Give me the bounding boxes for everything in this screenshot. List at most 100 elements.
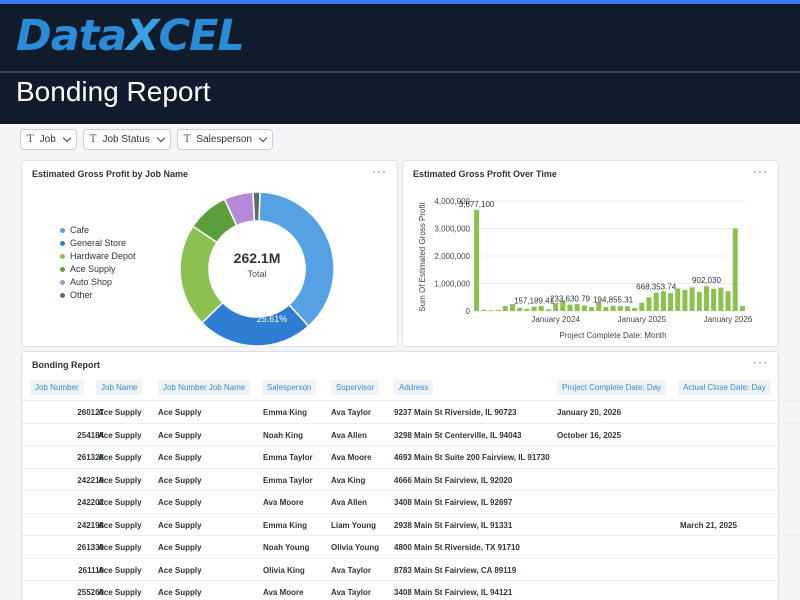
table-row[interactable]: 242210 Ace Supply Ace Supply Emma Taylor Ava… — [22, 467, 800, 491]
bar[interactable] — [632, 307, 638, 311]
page-title: Bonding Report — [16, 76, 211, 107]
bar[interactable] — [668, 293, 674, 311]
more-menu-icon[interactable]: ··· — [372, 164, 387, 178]
more-menu-icon[interactable]: ··· — [753, 355, 768, 369]
column-header-project-complete-date[interactable]: Project Complete Date: Day — [557, 380, 667, 395]
bar[interactable] — [653, 292, 659, 311]
bar[interactable] — [538, 306, 544, 311]
table-title: Bonding Report — [32, 360, 100, 370]
bar[interactable] — [732, 228, 738, 312]
bar-data-label: 3,677,100 — [459, 200, 495, 209]
column-header-supervisor[interactable]: Supervisor — [331, 380, 380, 395]
bar[interactable] — [675, 288, 681, 311]
legend-item-cafe[interactable]: Cafe — [60, 224, 136, 237]
cell-job-name: Ace Supply — [98, 565, 142, 575]
cell-address: 3298 Main St Centerville, IL 94043 — [394, 430, 522, 440]
table-row[interactable]: 260127 Ace Supply Ace Supply Emma King Ava T… — [22, 400, 800, 423]
table-row[interactable]: 261328 Ace Supply Ace Supply Emma Taylor Ava… — [22, 445, 800, 468]
bar[interactable] — [617, 306, 623, 311]
cell-project-complete-date: October 16, 2025 — [557, 430, 622, 440]
cell-job-number: 260127 — [77, 408, 104, 417]
column-header-actual-close-date[interactable]: Actual Close Date: Day — [678, 380, 771, 395]
bar[interactable] — [639, 302, 645, 311]
bar[interactable] — [718, 287, 724, 311]
cell-job-number: 261110 — [78, 565, 104, 575]
logo-cel-text: CEL — [158, 11, 244, 61]
cell-job-name: Ace Supply — [98, 453, 142, 462]
donut-slice-general-store[interactable] — [200, 301, 310, 347]
bar[interactable] — [689, 287, 695, 311]
table-row[interactable]: 255260 Ace Supply Ace Supply Ava Moore Ava T… — [22, 580, 800, 600]
bar[interactable] — [481, 309, 487, 311]
bar[interactable] — [739, 306, 745, 311]
bar[interactable] — [624, 306, 630, 311]
column-header-job-number-job-name[interactable]: Job Number Job Name — [158, 380, 251, 395]
donut-slice-other[interactable] — [252, 191, 261, 222]
legend-label: Auto Shop — [70, 277, 113, 287]
bar[interactable] — [703, 286, 710, 311]
bar[interactable] — [553, 303, 559, 311]
dataxcel-logo[interactable]: Data X CEL — [16, 8, 245, 64]
donut-chart-card: Estimated Gross Profit by Job Name ··· C… — [21, 160, 398, 347]
filter-salesperson[interactable]: T Salesperson — [176, 129, 273, 150]
bar[interactable] — [524, 308, 530, 311]
bar[interactable] — [646, 297, 652, 311]
legend-item-other[interactable]: Other — [60, 289, 136, 302]
bar[interactable] — [581, 305, 587, 312]
bar[interactable] — [509, 304, 516, 311]
cell-job-number-job-name: Ace Supply — [158, 543, 202, 552]
logo-x-text: X — [126, 11, 159, 61]
bar[interactable] — [596, 302, 602, 311]
cell-supervisor: Ava Taylor — [331, 588, 372, 597]
bar[interactable] — [502, 306, 508, 311]
bar[interactable] — [589, 307, 595, 311]
cell-job-number-job-name: Ace Supply — [158, 520, 202, 530]
table-header: Job Number Job Name Job Number Job Name … — [22, 378, 800, 400]
column-header-job-name[interactable]: Job Name — [96, 380, 143, 395]
legend-item-ace-supply[interactable]: Ace Supply — [60, 263, 136, 276]
bar[interactable] — [696, 291, 702, 311]
bar[interactable] — [711, 289, 717, 311]
bar[interactable] — [603, 306, 609, 311]
bar-chart: 0 1,000,000 2,000,000 3,000,000 4,000,000 3,… — [418, 197, 753, 340]
filter-job-status[interactable]: T Job Status — [82, 129, 171, 150]
bar[interactable] — [545, 309, 551, 311]
bar[interactable] — [474, 209, 480, 311]
more-menu-icon[interactable]: ··· — [753, 164, 768, 178]
cell-supervisor: Ava Moore — [331, 453, 372, 462]
cell-supervisor: Ava Taylor — [331, 565, 372, 575]
bar[interactable] — [560, 300, 566, 311]
column-header-address[interactable]: Address — [394, 380, 434, 395]
donut-total-value: 262.1M — [234, 250, 281, 266]
table-row[interactable]: 242202 Ace Supply Ace Supply Ava Moore Ava A… — [22, 490, 800, 513]
table-row[interactable]: 254184 Ace Supply Ace Supply Noah King Ava A… — [22, 422, 800, 446]
legend-item-general-store[interactable]: General Store — [60, 237, 136, 250]
bar[interactable] — [531, 306, 537, 311]
legend-dot — [60, 267, 65, 272]
donut-chart: 262.1M Total 25.61% — [179, 191, 335, 347]
bar[interactable] — [495, 309, 501, 311]
bar[interactable] — [660, 291, 666, 311]
bar[interactable] — [725, 291, 731, 311]
legend-label: Hardware Depot — [70, 251, 136, 261]
donut-slice-cafe[interactable] — [258, 191, 335, 328]
column-header-salesperson[interactable]: Salesperson — [262, 380, 317, 395]
table-row[interactable]: 261110 Ace Supply Ace Supply Olivia King Ava… — [22, 557, 800, 581]
column-header-job-number[interactable]: Job Number — [30, 380, 84, 395]
bar[interactable] — [682, 289, 688, 311]
cell-salesperson: Olivia King — [263, 565, 305, 575]
bar[interactable] — [574, 304, 580, 311]
x-tick-label: January 2025 — [618, 315, 667, 324]
cell-job-number-job-name: Ace Supply — [158, 588, 202, 597]
legend-item-auto-shop[interactable]: Auto Shop — [60, 276, 136, 289]
x-axis-title: Project Complete Date: Month — [559, 331, 666, 340]
legend-item-hardware-depot[interactable]: Hardware Depot — [60, 250, 136, 263]
table-row[interactable]: 261330 Ace Supply Ace Supply Noah Young Oliv… — [22, 535, 800, 558]
bar[interactable] — [567, 304, 573, 311]
bar[interactable] — [517, 307, 523, 311]
bar[interactable] — [488, 310, 494, 311]
table-row[interactable]: 242198 Ace Supply Ace Supply Emma King Liam … — [22, 512, 800, 536]
filter-bar: T Job T Job Status T Salesperson — [20, 129, 273, 150]
filter-job[interactable]: T Job — [20, 129, 77, 150]
bar[interactable] — [610, 305, 616, 311]
